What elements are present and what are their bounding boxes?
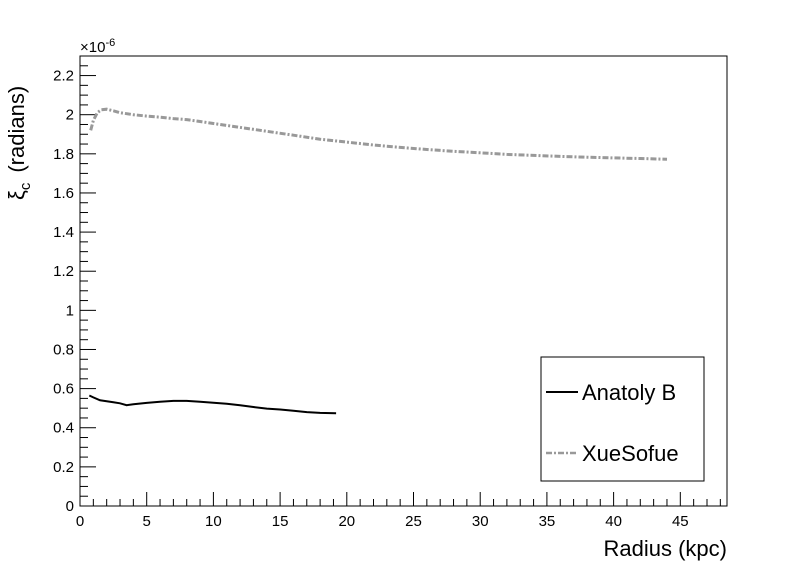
y-tick-label: 1 <box>66 302 74 319</box>
y-axis-label-subscript: c <box>17 182 34 190</box>
y-axis-ticks: 0 0.2 0.4 0.6 0.8 1 1.2 1.4 1.6 1.8 2 2.2 <box>53 55 96 515</box>
svg-text:ξc(radians): ξc (radians) <box>4 86 34 200</box>
y-tick-label: 2 <box>66 107 74 124</box>
x-tick-label: 30 <box>472 513 489 530</box>
y-axis-label: ξc (radians) <box>4 86 34 200</box>
x-tick-label: 40 <box>605 513 622 530</box>
legend-label-anatoly-b: Anatoly B <box>582 380 676 405</box>
legend-label-xuesofue: XueSofue <box>582 441 679 466</box>
series-line-xuesofue <box>89 107 668 161</box>
y-axis-label-symbol: ξ <box>4 190 29 200</box>
x-axis-label: Radius (kpc) <box>604 536 727 561</box>
legend-box <box>540 356 705 482</box>
x-tick-label: 45 <box>672 513 689 530</box>
y-tick-label: 0.8 <box>53 341 74 358</box>
y-tick-label: 0 <box>66 498 74 515</box>
x-tick-label: 5 <box>143 513 151 530</box>
y-tick-label: 2.2 <box>53 68 74 85</box>
series-layer <box>88 107 668 415</box>
y-tick-label: 0.2 <box>53 459 74 476</box>
y-tick-label: 1.6 <box>53 185 74 202</box>
y-exponent-label: ×10-6 <box>80 37 115 56</box>
x-tick-label: 20 <box>338 513 355 530</box>
y-axis-label-unit: (radians) <box>4 86 29 173</box>
legend: Anatoly B XueSofue <box>540 356 705 482</box>
y-tick-label: 1.8 <box>53 146 74 163</box>
x-tick-label: 10 <box>205 513 222 530</box>
x-tick-label: 25 <box>405 513 422 530</box>
x-axis-ticks: 0 5 10 15 20 25 30 35 40 45 <box>76 492 721 530</box>
y-tick-label: 1.2 <box>53 263 74 280</box>
series-line-anatoly-b <box>88 394 337 415</box>
x-tick-label: 0 <box>76 513 84 530</box>
x-tick-label: 15 <box>272 513 289 530</box>
y-tick-label: 0.4 <box>53 420 74 437</box>
x-tick-label: 35 <box>539 513 556 530</box>
y-tick-label: 1.4 <box>53 224 74 241</box>
y-tick-label: 0.6 <box>53 381 74 398</box>
